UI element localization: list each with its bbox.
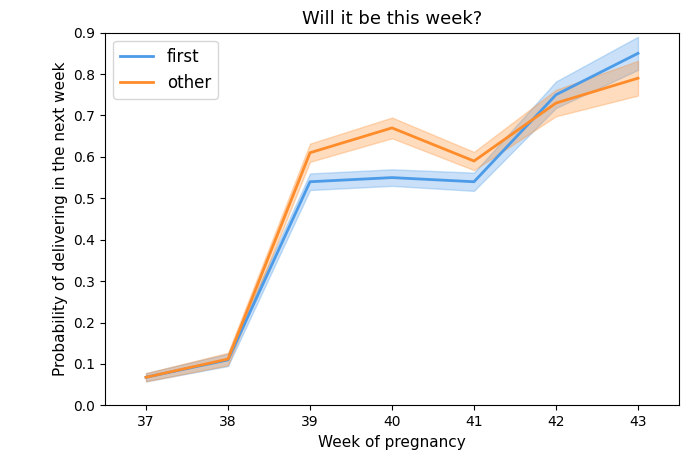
Line: first: first (146, 53, 638, 377)
other (634, 75, 642, 81)
Title: Will it be this week?: Will it be this week? (302, 10, 482, 28)
first (388, 175, 396, 180)
Legend: first, other: first, other (113, 41, 218, 99)
Line: other: other (146, 78, 638, 377)
other (142, 375, 150, 380)
other (470, 158, 478, 164)
other (224, 356, 232, 362)
other (552, 100, 560, 106)
X-axis label: Week of pregnancy: Week of pregnancy (318, 435, 466, 450)
first (552, 92, 560, 97)
other (306, 150, 314, 156)
Y-axis label: Probability of delivering in the next week: Probability of delivering in the next we… (52, 62, 68, 376)
first (142, 375, 150, 380)
first (634, 50, 642, 56)
first (224, 357, 232, 363)
first (306, 179, 314, 185)
other (388, 125, 396, 130)
first (470, 179, 478, 185)
